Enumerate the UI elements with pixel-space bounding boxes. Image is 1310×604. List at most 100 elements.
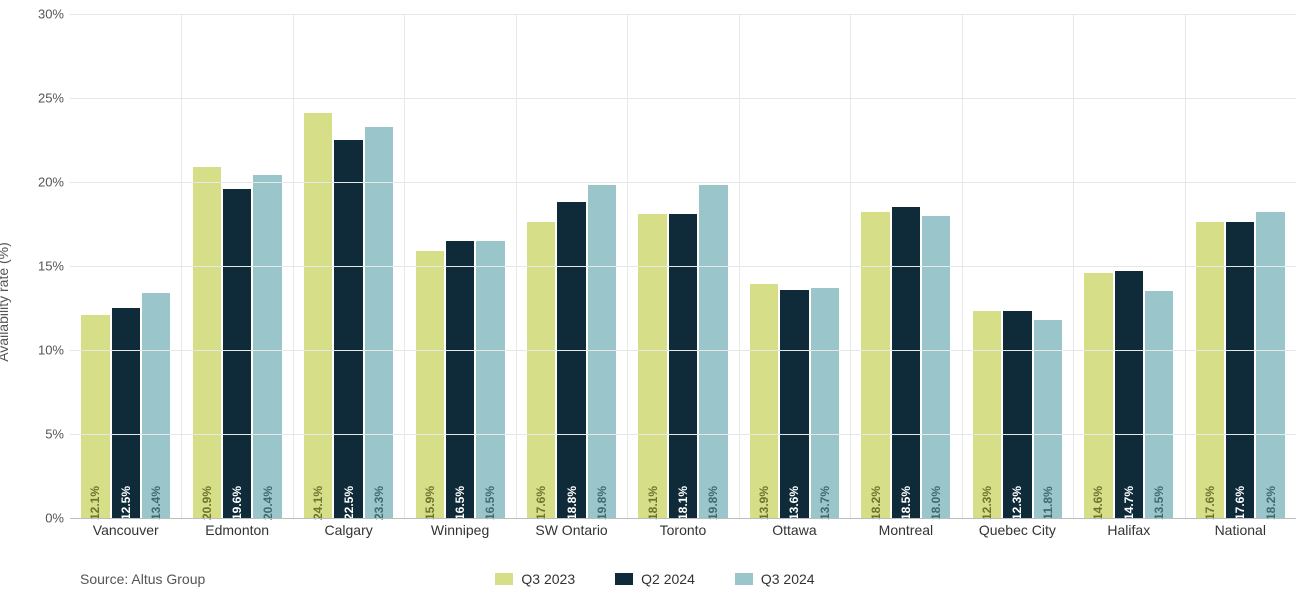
group-separator <box>1073 14 1074 518</box>
bar: 19.8% <box>699 185 727 518</box>
bar-value-label: 11.8% <box>1041 486 1055 519</box>
bar-value-label: 13.5% <box>1152 486 1166 520</box>
grid-line <box>70 98 1296 99</box>
grid-line <box>70 434 1296 435</box>
bar-value-label: 19.8% <box>706 486 720 520</box>
legend: Q3 2023 Q2 2024 Q3 2024 <box>495 571 814 587</box>
bar-value-label: 12.1% <box>88 486 102 520</box>
bar-value-label: 18.2% <box>869 486 883 520</box>
y-tick-label: 10% <box>24 343 64 358</box>
grid-line <box>70 350 1296 351</box>
bar: 18.0% <box>922 216 950 518</box>
bar-value-label: 15.9% <box>423 486 437 520</box>
bar: 16.5% <box>446 241 474 518</box>
y-tick-label: 15% <box>24 259 64 274</box>
bar: 23.3% <box>365 127 393 518</box>
bar: 19.8% <box>588 185 616 518</box>
group-separator <box>627 14 628 518</box>
x-tick-label: Quebec City <box>962 522 1073 552</box>
bar-value-label: 20.9% <box>200 486 214 520</box>
x-axis-labels: VancouverEdmontonCalgaryWinnipegSW Ontar… <box>70 522 1296 552</box>
bar-value-label: 17.6% <box>534 486 548 520</box>
plot-area: 12.1% 12.5% 13.4% 20.9% 19.6% 20.4% 24.1% 22.5%… <box>70 14 1296 518</box>
bar-value-label: 18.5% <box>899 486 913 520</box>
y-tick-label: 0% <box>24 511 64 526</box>
bar: 18.2% <box>861 212 889 518</box>
bar: 14.7% <box>1115 271 1143 518</box>
bar-value-label: 24.1% <box>311 486 325 520</box>
bar-value-label: 13.7% <box>818 486 832 520</box>
legend-swatch <box>615 573 633 585</box>
bar: 18.8% <box>557 202 585 518</box>
bar-value-label: 16.5% <box>483 486 497 520</box>
bar: 12.5% <box>112 308 140 518</box>
x-tick-label: Vancouver <box>70 522 181 552</box>
bar-value-label: 18.2% <box>1264 486 1278 520</box>
legend-label: Q3 2023 <box>521 571 575 587</box>
bar-value-label: 14.6% <box>1091 486 1105 520</box>
bar-value-label: 17.6% <box>1203 486 1217 520</box>
group-separator <box>1185 14 1186 518</box>
bar: 24.1% <box>304 113 332 518</box>
bar-value-label: 16.5% <box>453 486 467 520</box>
bar: 13.4% <box>142 293 170 518</box>
bar-value-label: 12.3% <box>1010 486 1024 520</box>
bar: 18.2% <box>1256 212 1284 518</box>
legend-item: Q2 2024 <box>615 571 695 587</box>
x-tick-label: Edmonton <box>181 522 292 552</box>
y-axis-label: Availability rate (%) <box>0 242 11 362</box>
bar-value-label: 20.4% <box>261 486 275 520</box>
bar: 12.3% <box>973 311 1001 518</box>
grid-line <box>70 14 1296 15</box>
bar-value-label: 22.5% <box>342 486 356 520</box>
bar-value-label: 13.6% <box>787 486 801 520</box>
legend-label: Q3 2024 <box>761 571 815 587</box>
bar-value-label: 19.8% <box>595 486 609 520</box>
group-separator <box>739 14 740 518</box>
bar-value-label: 18.1% <box>646 486 660 520</box>
x-tick-label: Toronto <box>627 522 738 552</box>
bar: 18.1% <box>669 214 697 518</box>
bar-value-label: 23.3% <box>372 486 386 520</box>
bar-value-label: 19.6% <box>230 486 244 520</box>
bar-value-label: 18.1% <box>676 486 690 520</box>
bar: 15.9% <box>416 251 444 518</box>
y-tick-label: 20% <box>24 175 64 190</box>
bar: 19.6% <box>223 189 251 518</box>
x-tick-label: Ottawa <box>739 522 850 552</box>
grid-line <box>70 266 1296 267</box>
legend-swatch <box>495 573 513 585</box>
y-tick-label: 30% <box>24 7 64 22</box>
x-tick-label: Winnipeg <box>404 522 515 552</box>
y-tick-label: 5% <box>24 427 64 442</box>
x-tick-label: Calgary <box>293 522 404 552</box>
bar: 22.5% <box>334 140 362 518</box>
bar-value-label: 18.8% <box>565 486 579 520</box>
group-separator <box>516 14 517 518</box>
bar: 14.6% <box>1084 273 1112 518</box>
bar: 18.5% <box>892 207 920 518</box>
bar: 12.3% <box>1003 311 1031 518</box>
legend-label: Q2 2024 <box>641 571 695 587</box>
group-separator <box>293 14 294 518</box>
legend-item: Q3 2024 <box>735 571 815 587</box>
x-tick-label: Montreal <box>850 522 961 552</box>
group-separator <box>962 14 963 518</box>
x-tick-label: Halifax <box>1073 522 1184 552</box>
bar-value-label: 18.0% <box>929 486 943 520</box>
grid-line <box>70 518 1296 519</box>
grid-line <box>70 182 1296 183</box>
bar: 13.9% <box>750 284 778 518</box>
bar: 12.1% <box>81 315 109 518</box>
group-separator <box>181 14 182 518</box>
bar: 13.7% <box>811 288 839 518</box>
chart-footer: Source: Altus Group Q3 2023Q2 2024Q3 202… <box>0 564 1310 594</box>
bar-value-label: 13.4% <box>149 486 163 520</box>
bar: 13.6% <box>780 290 808 518</box>
legend-swatch <box>735 573 753 585</box>
bar: 13.5% <box>1145 291 1173 518</box>
source-text: Source: Altus Group <box>80 571 205 587</box>
x-tick-label: National <box>1185 522 1296 552</box>
bar-value-label: 14.7% <box>1122 486 1136 520</box>
bar: 16.5% <box>476 241 504 518</box>
